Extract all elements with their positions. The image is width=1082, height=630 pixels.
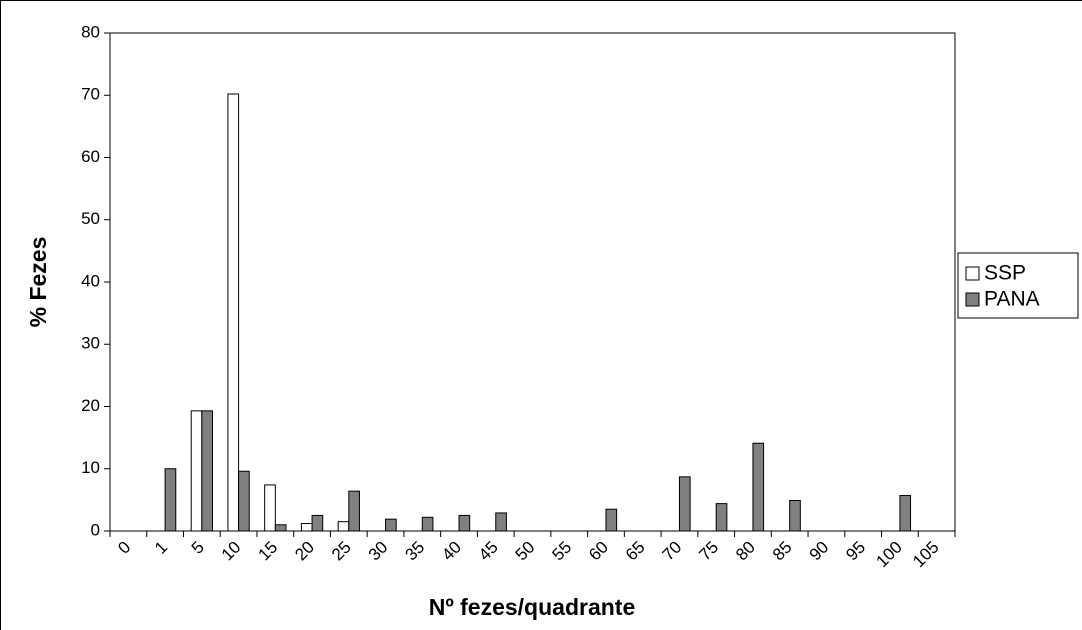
bar [164,468,177,532]
bar [678,476,691,532]
y-tick-label: 0 [91,520,100,539]
bar [752,442,765,532]
bar [300,523,313,532]
bar [421,516,434,532]
y-tick-label: 40 [81,271,100,290]
bar [605,508,618,532]
y-tick-label: 20 [81,396,100,415]
bar [715,503,728,532]
bar [190,410,203,532]
legend-swatch [965,292,980,307]
y-tick-label: 50 [81,209,100,228]
legend-swatch [965,266,980,281]
bar [458,514,471,532]
bar [385,518,397,532]
y-tick-label: 60 [81,147,100,166]
y-tick-label: 30 [81,334,100,353]
bar [274,524,287,532]
bar [337,521,350,532]
x-axis-title: Nº fezes/quadrante [429,594,636,620]
bar [201,410,214,532]
plot-area [109,32,956,532]
bar [227,93,240,532]
legend [957,252,1079,319]
y-tick-label: 70 [81,85,100,104]
bar [899,495,912,532]
bar [348,490,360,532]
bar [264,484,276,532]
bar [495,512,507,532]
legend-label: SSP [984,262,1026,285]
legend-label: PANA [984,288,1040,311]
y-tick-label: 10 [81,458,100,477]
bar [311,514,324,532]
bar [789,499,801,532]
bar [238,470,250,532]
y-axis-title: % Fezes [25,237,51,328]
y-tick-label: 80 [81,22,100,41]
